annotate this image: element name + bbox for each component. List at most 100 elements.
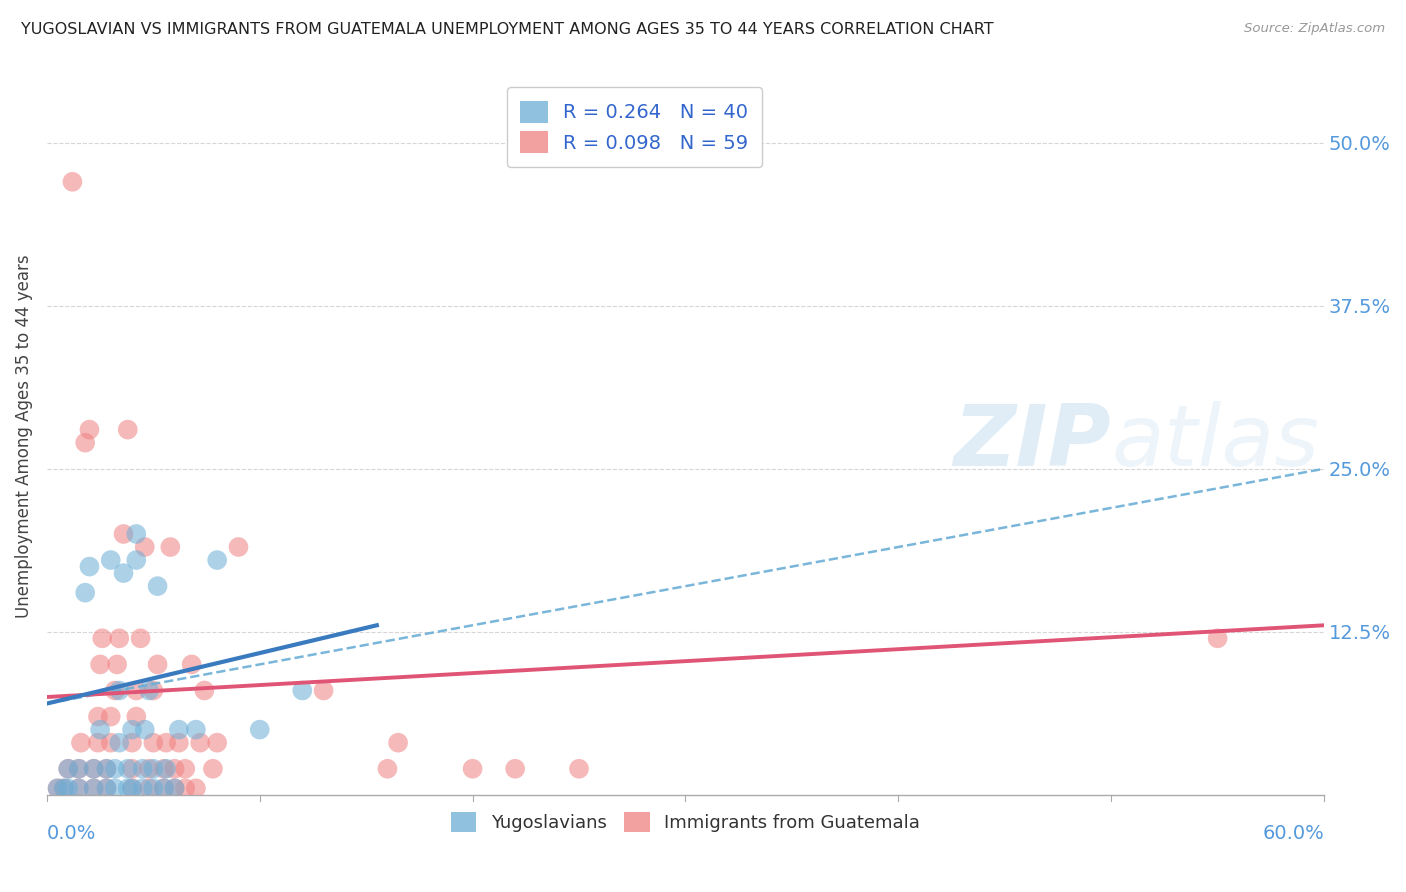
Point — [163, 781, 186, 796]
Point — [112, 527, 135, 541]
Point — [125, 553, 148, 567]
Point — [125, 709, 148, 723]
Point — [228, 540, 250, 554]
Point — [503, 762, 526, 776]
Point — [79, 559, 101, 574]
Point — [142, 762, 165, 776]
Point — [89, 657, 111, 672]
Point — [67, 781, 90, 796]
Point — [104, 683, 127, 698]
Point — [205, 736, 228, 750]
Point — [79, 423, 101, 437]
Point — [387, 736, 409, 750]
Point — [100, 736, 122, 750]
Point — [46, 781, 69, 796]
Point — [56, 762, 79, 776]
Legend: Yugoslavians, Immigrants from Guatemala: Yugoslavians, Immigrants from Guatemala — [444, 805, 928, 839]
Point — [117, 762, 139, 776]
Point — [108, 632, 131, 646]
Point — [377, 762, 399, 776]
Point — [100, 709, 122, 723]
Point — [134, 540, 156, 554]
Point — [105, 657, 128, 672]
Point — [89, 723, 111, 737]
Point — [83, 781, 105, 796]
Point — [163, 781, 186, 796]
Point — [142, 683, 165, 698]
Point — [104, 781, 127, 796]
Point — [121, 736, 143, 750]
Point — [129, 632, 152, 646]
Point — [155, 762, 177, 776]
Point — [1206, 632, 1229, 646]
Point — [188, 736, 211, 750]
Text: 0.0%: 0.0% — [46, 823, 96, 843]
Point — [138, 762, 160, 776]
Point — [155, 736, 177, 750]
Point — [184, 723, 207, 737]
Text: ZIP: ZIP — [953, 401, 1111, 484]
Point — [180, 657, 202, 672]
Y-axis label: Unemployment Among Ages 35 to 44 years: Unemployment Among Ages 35 to 44 years — [15, 254, 32, 618]
Point — [568, 762, 591, 776]
Point — [205, 553, 228, 567]
Point — [83, 781, 105, 796]
Point — [312, 683, 335, 698]
Point — [142, 736, 165, 750]
Point — [87, 709, 110, 723]
Point — [83, 762, 105, 776]
Point — [121, 781, 143, 796]
Point — [112, 566, 135, 580]
Point — [91, 632, 114, 646]
Point — [138, 683, 160, 698]
Point — [56, 781, 79, 796]
Point — [121, 762, 143, 776]
Point — [70, 736, 93, 750]
Point — [83, 762, 105, 776]
Point — [153, 762, 176, 776]
Point — [249, 723, 271, 737]
Point — [167, 736, 190, 750]
Point — [117, 781, 139, 796]
Point — [46, 781, 69, 796]
Point — [121, 723, 143, 737]
Point — [131, 781, 153, 796]
Point — [75, 435, 97, 450]
Point — [100, 553, 122, 567]
Point — [75, 585, 97, 599]
Point — [96, 781, 118, 796]
Point — [67, 762, 90, 776]
Point — [67, 781, 90, 796]
Point — [201, 762, 224, 776]
Point — [159, 540, 181, 554]
Point — [134, 723, 156, 737]
Text: atlas: atlas — [1111, 401, 1319, 484]
Point — [52, 781, 75, 796]
Point — [184, 781, 207, 796]
Point — [96, 781, 118, 796]
Point — [67, 762, 90, 776]
Text: 60.0%: 60.0% — [1263, 823, 1324, 843]
Point — [291, 683, 314, 698]
Point — [96, 762, 118, 776]
Point — [131, 762, 153, 776]
Point — [193, 683, 215, 698]
Text: Source: ZipAtlas.com: Source: ZipAtlas.com — [1244, 22, 1385, 36]
Point — [125, 527, 148, 541]
Point — [108, 683, 131, 698]
Point — [87, 736, 110, 750]
Point — [121, 781, 143, 796]
Point — [108, 736, 131, 750]
Text: YUGOSLAVIAN VS IMMIGRANTS FROM GUATEMALA UNEMPLOYMENT AMONG AGES 35 TO 44 YEARS : YUGOSLAVIAN VS IMMIGRANTS FROM GUATEMALA… — [21, 22, 994, 37]
Point — [163, 762, 186, 776]
Point — [96, 762, 118, 776]
Point — [117, 423, 139, 437]
Point — [142, 781, 165, 796]
Point — [62, 175, 84, 189]
Point — [153, 781, 176, 796]
Point — [167, 723, 190, 737]
Point — [138, 781, 160, 796]
Point — [461, 762, 484, 776]
Point — [146, 657, 169, 672]
Point — [104, 762, 127, 776]
